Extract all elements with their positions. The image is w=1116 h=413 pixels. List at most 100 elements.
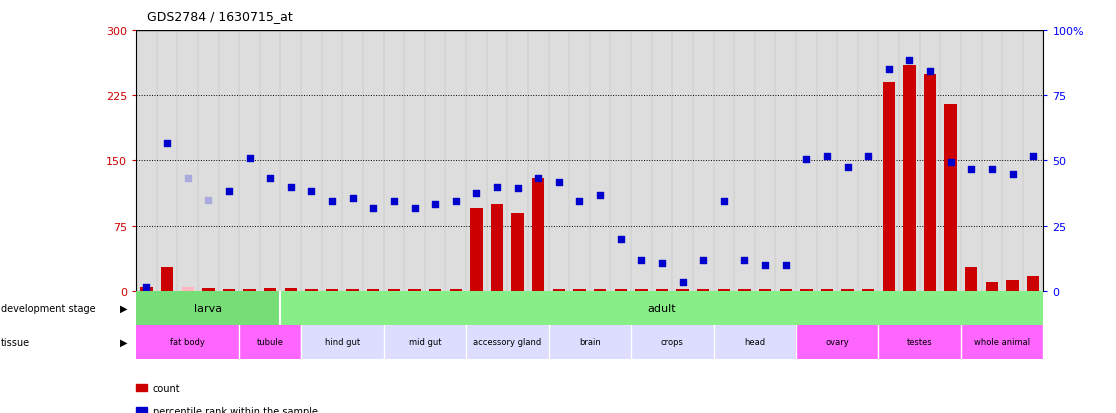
Bar [796,325,878,359]
Point [570,199,588,205]
Point [838,164,856,171]
Point [324,199,341,205]
Bar [239,325,301,359]
Text: mid gut: mid gut [408,337,441,347]
Point [715,199,733,205]
Point [612,236,629,242]
Bar [326,290,338,291]
Bar [676,290,689,291]
Point [200,197,218,204]
Bar [491,204,503,291]
Bar [800,290,812,291]
Point [302,188,320,195]
Bar [549,325,631,359]
Bar [264,289,277,291]
Point [261,175,279,182]
Bar [944,104,956,291]
Text: brain: brain [579,337,600,347]
Bar [739,290,751,291]
Text: head: head [744,337,766,347]
Bar [161,267,173,291]
Bar [136,325,239,359]
Bar [285,289,297,291]
Bar [141,287,153,291]
Bar [883,83,895,291]
Point [653,260,671,267]
Text: adult: adult [647,303,676,313]
Point [158,140,176,147]
Bar [878,325,961,359]
Bar [574,290,586,291]
Bar [470,209,482,291]
Point [529,175,547,182]
Point [426,201,444,208]
Point [137,283,155,290]
Bar [306,290,318,291]
Bar [961,325,1043,359]
Bar [450,290,462,291]
Bar [243,290,256,291]
Bar [1007,281,1019,291]
Bar [532,178,545,291]
Bar [631,325,713,359]
Text: larva: larva [194,303,222,313]
Bar [136,291,280,325]
Text: ovary: ovary [826,337,849,347]
Text: tubule: tubule [257,337,283,347]
Text: GDS2784 / 1630715_at: GDS2784 / 1630715_at [147,10,294,23]
Bar [552,290,565,291]
Bar [779,290,792,291]
Point [798,156,816,163]
Point [509,185,527,192]
Point [694,258,712,264]
Text: testes: testes [907,337,933,347]
Bar [182,288,194,291]
Point [241,155,259,162]
Point [962,166,980,173]
Bar [615,290,627,291]
Bar [903,66,915,291]
Bar [367,290,379,291]
Bar [718,290,730,291]
Text: ▶: ▶ [119,303,127,313]
Bar [387,290,401,291]
Point [488,184,506,190]
Bar [429,290,441,291]
Bar [1027,276,1039,291]
Point [1024,153,1042,160]
Bar [924,74,936,291]
Point [591,192,609,199]
Bar [511,213,523,291]
Bar [820,290,834,291]
Text: whole animal: whole animal [974,337,1030,347]
Point [674,279,692,286]
Point [735,258,753,264]
Point [901,58,918,64]
Bar [202,289,214,291]
Point [818,153,836,160]
Bar [656,290,668,291]
Point [633,258,651,264]
Text: count: count [153,383,181,393]
Bar [713,325,796,359]
Bar [466,325,549,359]
Text: accessory gland: accessory gland [473,337,541,347]
Text: hind gut: hind gut [325,337,360,347]
Point [777,262,795,268]
Text: percentile rank within the sample: percentile rank within the sample [153,406,318,413]
Bar [594,290,606,291]
Point [282,184,300,190]
Bar [384,325,466,359]
Point [220,188,238,195]
Point [879,66,897,73]
Point [942,159,960,166]
Bar [862,290,874,291]
Text: ▶: ▶ [119,337,127,347]
Point [550,179,568,186]
Text: fat body: fat body [171,337,205,347]
Text: tissue: tissue [1,337,30,347]
Bar [346,290,359,291]
Bar [301,325,384,359]
Bar [698,290,710,291]
Bar [635,290,647,291]
